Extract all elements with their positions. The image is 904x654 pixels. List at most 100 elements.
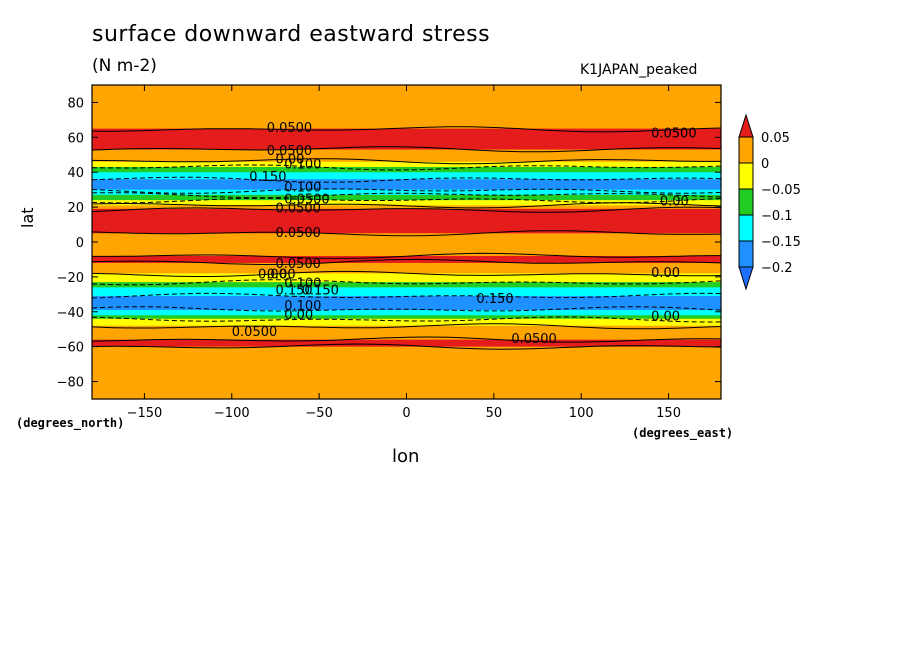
field-band xyxy=(92,297,721,301)
contour-label: 0.100 xyxy=(284,299,321,314)
field-band xyxy=(92,221,721,224)
field-band xyxy=(92,118,721,121)
field-band xyxy=(92,348,721,351)
x-tick-label: −150 xyxy=(127,406,163,421)
field-band xyxy=(92,222,721,226)
field-band xyxy=(92,255,721,259)
field-band xyxy=(92,125,721,128)
model-name: K1JAPAN_peaked xyxy=(580,62,698,78)
field-band xyxy=(92,139,721,142)
field-band xyxy=(92,327,721,330)
field-band xyxy=(92,329,721,332)
field-band xyxy=(92,285,721,288)
field-band xyxy=(92,90,721,93)
field-band xyxy=(92,388,721,391)
field-band xyxy=(92,186,721,189)
field-band xyxy=(92,310,721,313)
field-band xyxy=(92,132,721,135)
field-band xyxy=(92,200,721,203)
contour-label: 0.00 xyxy=(651,310,680,325)
field-band xyxy=(92,212,721,215)
field-band xyxy=(92,112,721,116)
field-band xyxy=(92,299,721,302)
y-tick-label: 60 xyxy=(67,131,84,146)
field-band xyxy=(92,369,721,372)
field-band xyxy=(92,177,721,180)
field-band xyxy=(92,290,721,294)
contour-label: 0.150 xyxy=(476,292,513,307)
field-band xyxy=(92,315,721,318)
field-band xyxy=(92,318,721,322)
field-band xyxy=(92,358,721,362)
field-band xyxy=(92,381,721,384)
y-tick-label: −20 xyxy=(57,271,84,286)
field-band xyxy=(92,144,721,147)
field-band xyxy=(92,184,721,187)
field-band xyxy=(92,198,721,201)
y-tick-label: 0 xyxy=(76,236,84,251)
y-axis-units: (degrees_north) xyxy=(16,416,125,430)
field-band xyxy=(92,191,721,194)
contour-line xyxy=(91,258,722,265)
field-band xyxy=(92,337,721,341)
field-band xyxy=(92,137,721,140)
field-band xyxy=(92,367,721,370)
field-band xyxy=(92,151,721,154)
field-band xyxy=(92,93,721,97)
contour-line xyxy=(91,188,722,194)
x-tick-label: −100 xyxy=(214,406,250,421)
contour-line xyxy=(91,176,722,183)
contour-label: 0.150 xyxy=(275,283,312,298)
field-band xyxy=(92,215,721,219)
contour-line xyxy=(91,279,722,286)
colorbar-label: −0.05 xyxy=(761,183,801,198)
field-band xyxy=(92,344,721,348)
colorbar-segment xyxy=(738,136,754,164)
field-band xyxy=(92,264,721,268)
field-band xyxy=(92,245,721,248)
x-axis-label: lon xyxy=(392,446,420,467)
field-band xyxy=(92,170,721,173)
field-band xyxy=(92,193,721,196)
field-band xyxy=(92,240,721,243)
field-band xyxy=(92,210,721,213)
field-band xyxy=(92,292,721,295)
field-band xyxy=(92,346,721,350)
field-band xyxy=(92,247,721,250)
field-band xyxy=(92,334,721,337)
field-band xyxy=(92,121,721,124)
contour-label: 0.00 xyxy=(660,194,689,209)
field-band xyxy=(92,205,721,208)
contour-label: 0.0500 xyxy=(275,226,321,241)
x-tick-label: 0 xyxy=(402,406,410,421)
field-band xyxy=(92,301,721,304)
field-band xyxy=(92,269,721,273)
field-band xyxy=(92,379,721,383)
contour-label: 0.100 xyxy=(284,180,321,195)
field-band xyxy=(92,172,721,175)
field-band xyxy=(92,140,721,144)
contour-label: 0.0500 xyxy=(651,126,697,141)
field-band xyxy=(92,283,721,287)
field-band xyxy=(92,339,721,343)
contour-label: 0.150 xyxy=(302,283,339,298)
field-band xyxy=(92,296,721,299)
field-band xyxy=(92,376,721,379)
field-band xyxy=(92,156,721,159)
field-band xyxy=(92,372,721,376)
contour-line xyxy=(91,146,722,153)
field-band xyxy=(92,386,721,390)
field-band xyxy=(92,280,721,283)
y-tick-label: 40 xyxy=(67,166,84,181)
field-band xyxy=(92,175,721,179)
colorbar-label: 0.05 xyxy=(761,131,790,146)
contour-label: 0.0500 xyxy=(284,193,330,208)
field-band xyxy=(92,149,721,152)
field-band xyxy=(92,243,721,247)
field-band xyxy=(92,133,721,137)
field-band xyxy=(92,226,721,229)
contour-line xyxy=(91,192,722,199)
field-band xyxy=(92,276,721,280)
contour-line xyxy=(91,158,721,165)
